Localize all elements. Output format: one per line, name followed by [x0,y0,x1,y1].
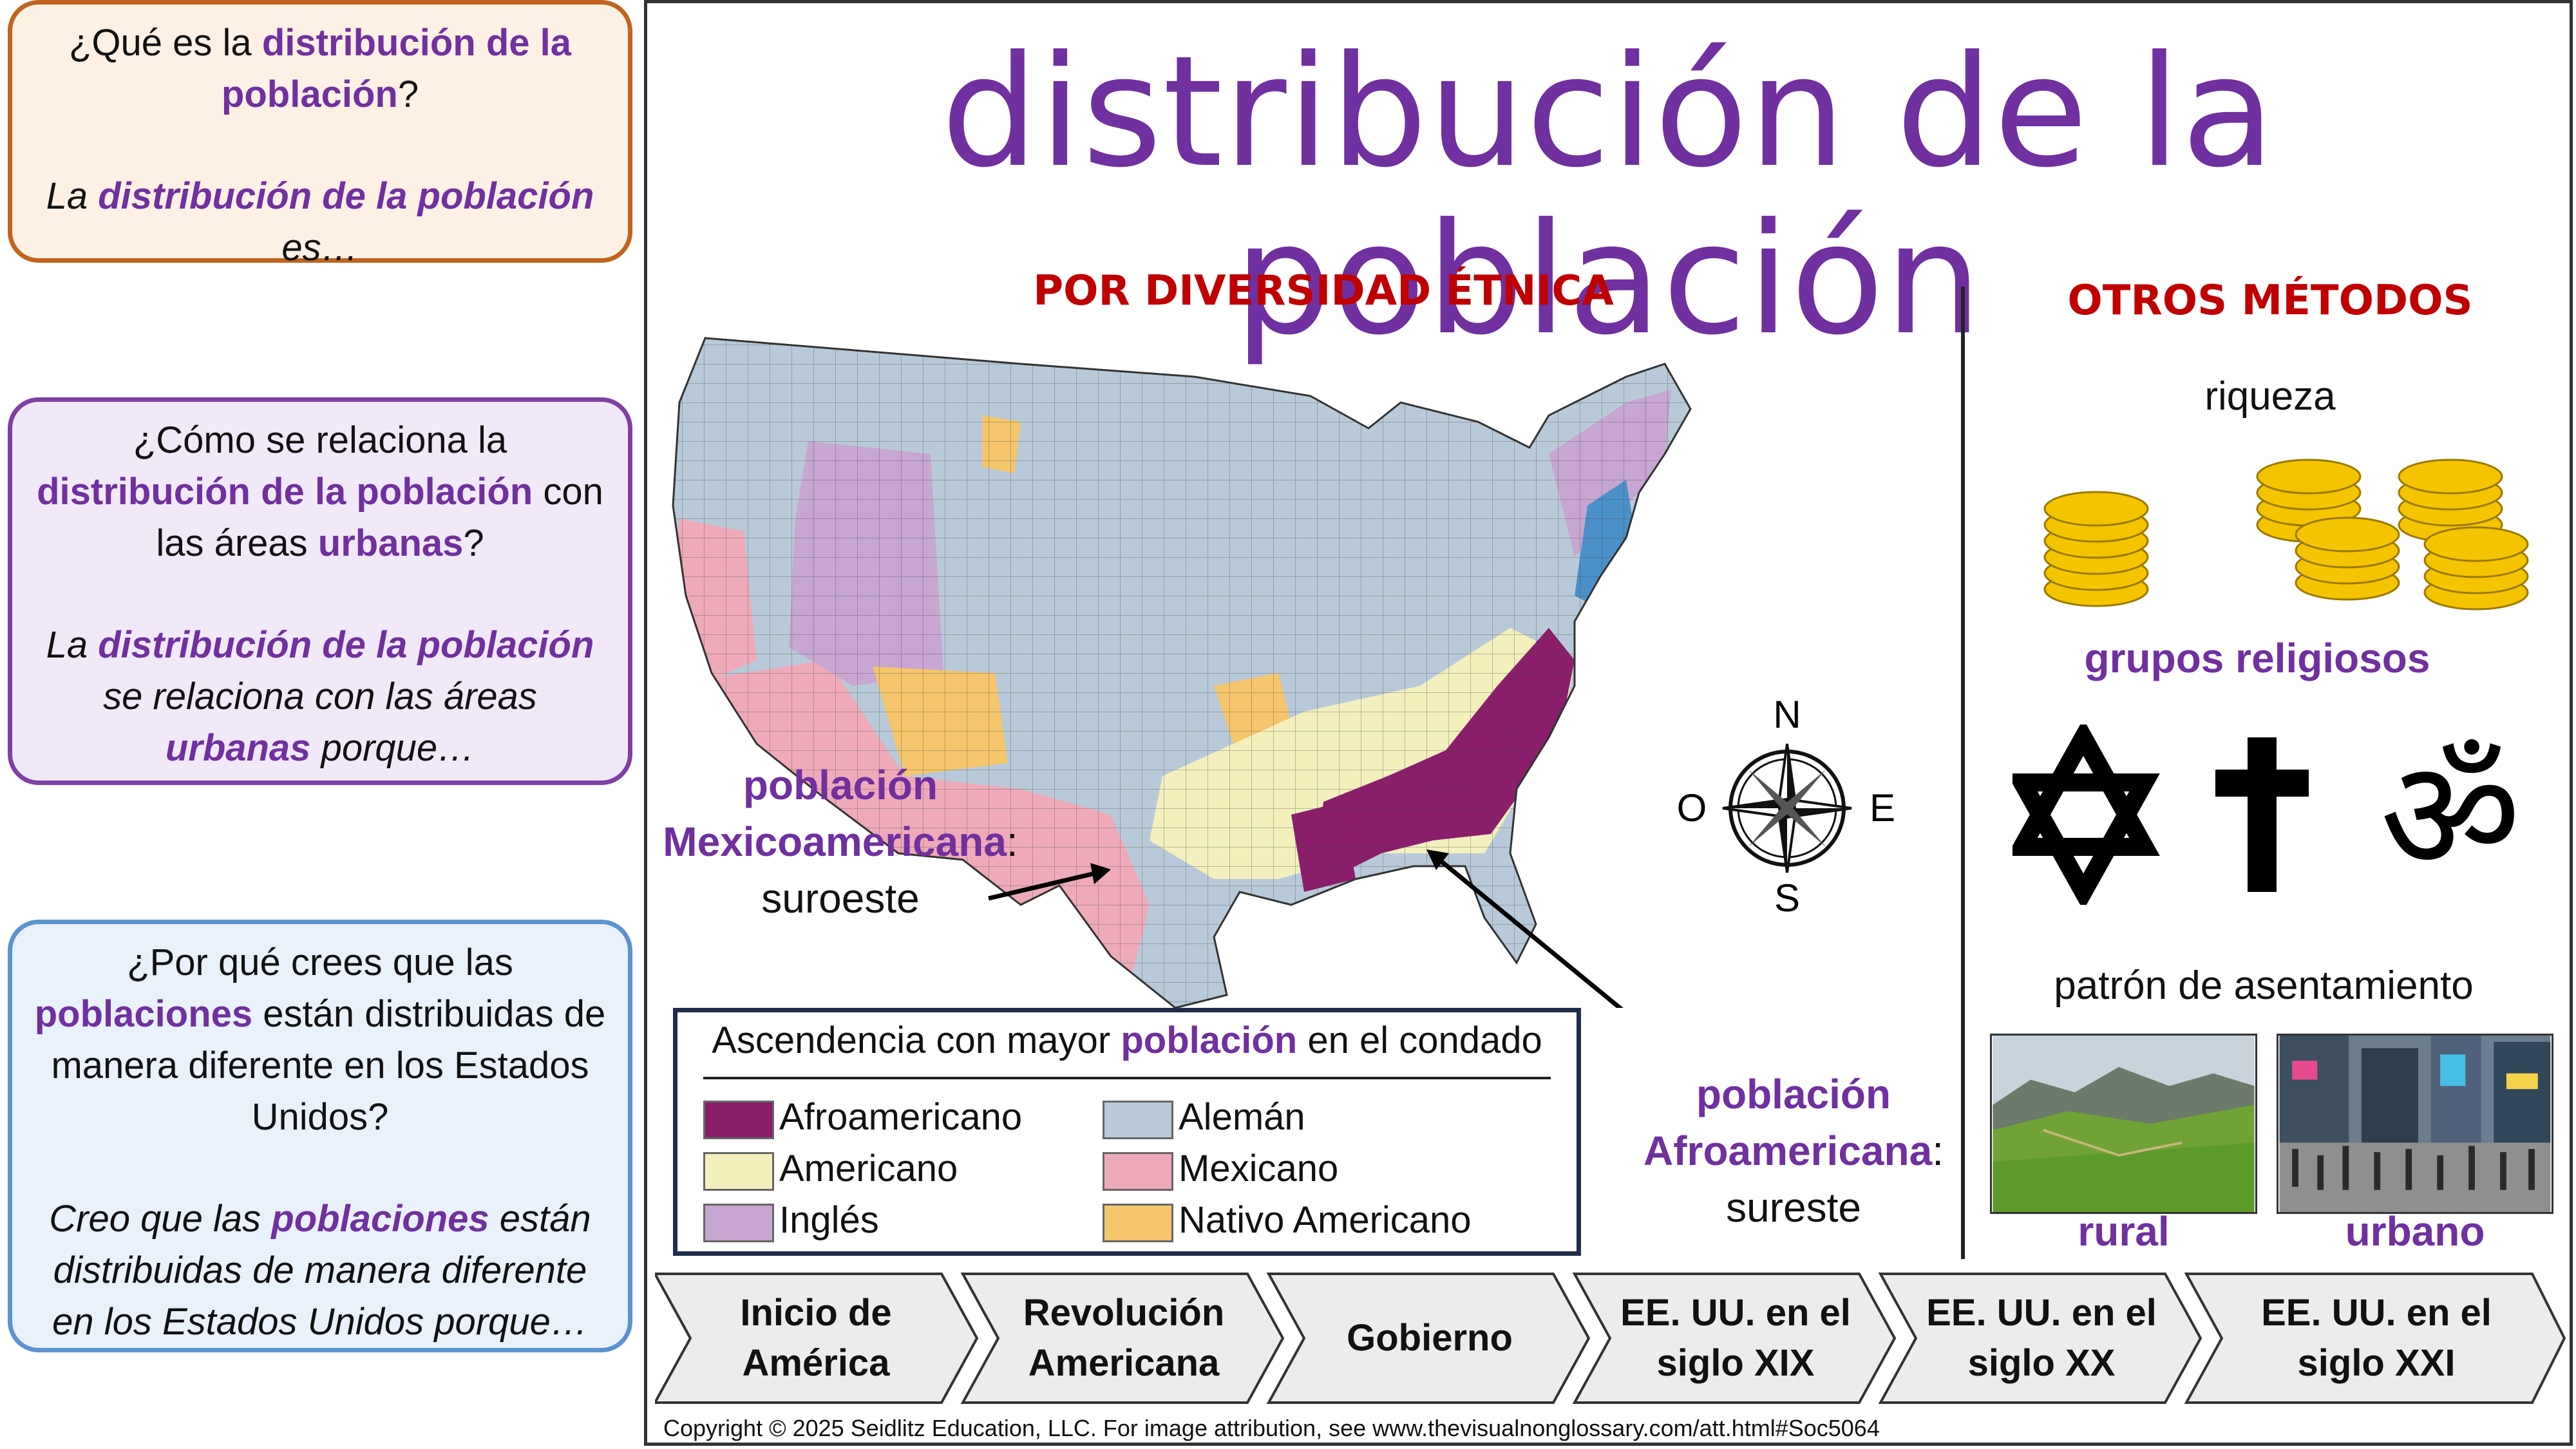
question-card-why: ¿Por qué crees que las poblaciones están… [8,920,632,1352]
svg-text:ॐ: ॐ [2380,726,2521,905]
om-icon: ॐ [2380,726,2521,905]
urban-label: urbano [2345,1208,2485,1255]
urban-photo [2277,1034,2553,1214]
compass-n: N [1773,699,1801,736]
question-card-definition: ¿Qué es la distribución de la población?… [8,0,632,269]
legend-item-ingles: Inglés [703,1198,879,1243]
compass-rose-icon: N S E O [1678,699,1895,918]
legend-swatch [703,1100,774,1139]
legend-swatch [703,1151,774,1191]
question-3: ¿Por qué crees que las poblaciones están… [34,942,606,1138]
page-title: distribución de la población [941,23,2276,369]
map-legend: Ascendencia con mayor población en el co… [673,1008,1581,1256]
compass-w: O [1678,786,1707,829]
african-american-note: población Afroamericana: sureste [1643,1071,1944,1231]
gold-coins-icon [2043,459,2529,611]
legend-swatch [1103,1203,1173,1242]
copyright-notice: Copyright © 2025 Seidlitz Education, LLC… [663,1415,1880,1441]
legend-title: Ascendencia con mayor población en el co… [712,1019,1542,1061]
answer-stem-1: La distribución de la población es… [46,175,594,269]
other-methods-heading: OTROS MÉTODOS [2067,277,2473,325]
question-1: ¿Qué es la distribución de la población? [69,22,571,115]
rural-label: rural [2078,1208,2170,1255]
answer-stem-3: Creo que las poblaciones están distribui… [49,1198,591,1343]
answer-stem-2: La distribución de la población se relac… [46,624,594,769]
rural-photo [1990,1034,2257,1214]
legend-item-mexicano: Mexicano [1103,1146,1338,1191]
compass-e: E [1870,786,1895,829]
unit-timeline: Inicio de América Revolución Americana G… [655,1271,2568,1406]
us-ancestry-map [672,337,1692,1008]
timeline-step-4[interactable]: EE. UU. en el siglo XIX [1620,1292,1851,1384]
timeline-step-5[interactable]: EE. UU. en el siglo XX [1926,1292,2157,1384]
timeline-step-6[interactable]: EE. UU. en el siglo XXI [2261,1292,2492,1384]
ethnic-diversity-heading: POR DIVERSIDAD ÉTNICA [1033,267,1614,315]
cross-icon [2215,737,2309,892]
section-divider [1961,287,1965,1259]
settlement-pattern-label: patrón de asentamiento [2054,963,2474,1008]
timeline-step-3[interactable]: Gobierno [1347,1317,1513,1359]
mexican-american-note: población Mexicoamericana: suroeste [663,762,1018,922]
religious-symbols: ॐ [2012,724,2521,905]
religious-groups-label: grupos religiosos [2084,635,2430,681]
compass-s: S [1774,876,1800,918]
legend-swatch [1103,1100,1173,1139]
main-panel: distribución de la población POR DIVERSI… [644,0,2573,1446]
wealth-label: riqueza [2204,374,2336,419]
question-card-urban: ¿Cómo se relaciona la distribución de la… [8,397,632,785]
timeline-step-2[interactable]: Revolución Americana [1023,1292,1225,1384]
star-of-david-icon [2012,724,2160,905]
legend-swatch [703,1203,774,1242]
legend-item-americano: Americano [703,1146,958,1191]
legend-swatch [1103,1151,1173,1191]
legend-item-nativo-americano: Nativo Americano [1103,1198,1472,1243]
timeline-step-1[interactable]: Inicio de América [740,1292,892,1384]
question-2: ¿Cómo se relaciona la distribución de la… [37,419,603,564]
legend-item-afroamericano: Afroamericano [703,1095,1022,1140]
legend-item-aleman: Alemán [1103,1095,1305,1140]
